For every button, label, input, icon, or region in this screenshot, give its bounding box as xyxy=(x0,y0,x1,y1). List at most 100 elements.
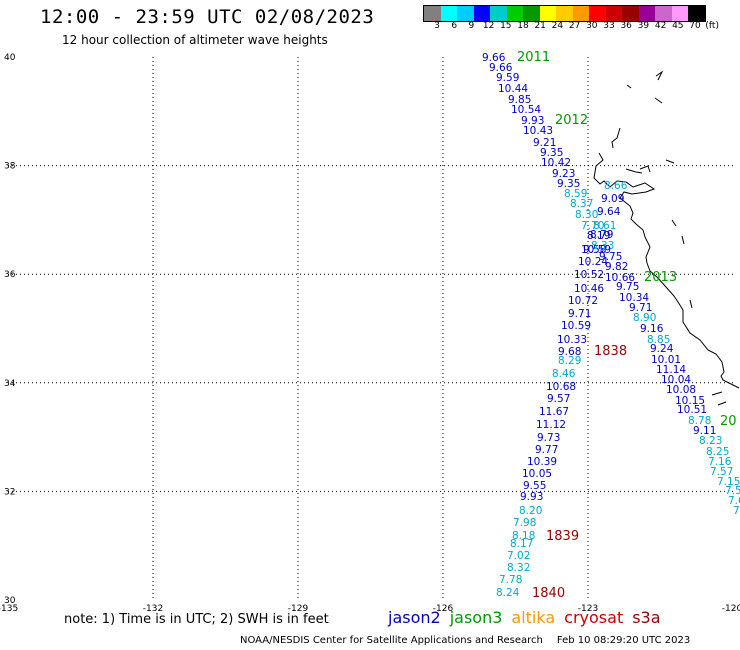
jason3-wave-value: 10.34 xyxy=(619,292,649,304)
jason3-wave-value: 7.15 xyxy=(717,476,740,488)
jason3-time-label: 2012 xyxy=(555,113,588,128)
jason3-wave-value: 11.14 xyxy=(656,364,686,376)
legend-jason3: jason3 xyxy=(449,608,503,627)
jason3-wave-value: 9.93 xyxy=(521,115,544,127)
jason3-wave-value: 10.44 xyxy=(498,83,528,95)
jason3-wave-value: 9.59 xyxy=(496,72,519,84)
cryosat-time-label: 1839 xyxy=(546,529,579,544)
cryosat-time-label: 1838 xyxy=(594,344,627,359)
colorbar-swatch xyxy=(539,6,556,21)
jason3-wave-value: 9.75 xyxy=(599,251,622,263)
colorbar-swatch xyxy=(638,6,655,21)
colorbar-swatch xyxy=(671,6,688,21)
lon-tick-label: -120 xyxy=(722,604,740,614)
cryosat-wave-value: 7.78 xyxy=(499,574,522,586)
jason3-wave-value: 8.23 xyxy=(699,435,722,447)
jason3-wave-value: 9.71 xyxy=(629,302,652,314)
jason3-time-label: 20 xyxy=(720,414,737,429)
cryosat-wave-value: 10.59 xyxy=(561,320,591,332)
lat-tick-label: 38 xyxy=(4,162,16,172)
lon-tick-label: -129 xyxy=(288,604,309,614)
map-title: 12:00 - 23:59 UTC 02/08/2023 xyxy=(40,6,375,28)
colorbar-label: (ft) xyxy=(705,21,719,31)
colorbar-swatch xyxy=(655,6,672,21)
jason3-wave-value: 9.75 xyxy=(616,281,639,293)
map-subtitle: 12 hour collection of altimeter wave hei… xyxy=(62,33,328,47)
jason3-wave-value: 9.24 xyxy=(650,343,674,355)
cryosat-wave-value: 10.46 xyxy=(574,283,604,295)
colorbar-label: 36 xyxy=(620,21,632,31)
jason3-time-label: 2011 xyxy=(517,50,550,65)
cryosat-wave-value: 8.29 xyxy=(558,355,581,367)
colorbar-label: 70 xyxy=(689,21,701,31)
jason3-wave-value: 10.42 xyxy=(541,157,571,169)
jason3-wave-value: 10.51 xyxy=(677,404,707,416)
jason3-wave-value: 9.23 xyxy=(552,168,575,180)
jason3-wave-value: 10.01 xyxy=(651,354,681,366)
cryosat-wave-value: 10.68 xyxy=(546,381,576,393)
cryosat-wave-value: 9.68 xyxy=(558,346,581,358)
jason3-wave-value: 9.82 xyxy=(605,261,628,273)
cryosat-wave-value: 7.98 xyxy=(513,517,536,529)
colorbar-swatch xyxy=(605,6,622,21)
jason3-wave-value: 8.85 xyxy=(647,334,670,346)
colorbar-swatch xyxy=(457,6,474,21)
colorbar-swatch xyxy=(490,6,507,21)
cryosat-wave-value: 8.32 xyxy=(507,562,530,574)
colorbar-label: 33 xyxy=(603,21,615,31)
jason3-wave-value: 9.21 xyxy=(533,137,556,149)
jason3-wave-value: 10.15 xyxy=(675,395,705,407)
cryosat-wave-value: 8.46 xyxy=(552,368,576,380)
cryosat-wave-value: 7.70 xyxy=(581,220,604,232)
colorbar-swatch xyxy=(622,6,639,21)
wave-height-values: 9.669.669.5910.449.8510.549.9310.439.219… xyxy=(482,50,740,601)
cryosat-wave-value: 10.24 xyxy=(578,256,608,268)
cryosat-wave-value: 9.77 xyxy=(535,444,558,456)
lat-tick-label: 36 xyxy=(4,270,16,280)
lon-tick-label: -132 xyxy=(143,604,163,614)
colorbar-label: 30 xyxy=(586,21,598,31)
jason3-wave-value: 8.66 xyxy=(604,180,628,192)
jason3-wave-value: 8.90 xyxy=(633,312,656,324)
jason3-wave-value: 10.43 xyxy=(523,125,553,137)
cryosat-wave-value: 8.24 xyxy=(496,587,520,599)
colorbar-label: 42 xyxy=(654,21,667,31)
colorbar-label: 39 xyxy=(637,21,650,31)
colorbar-swatch xyxy=(589,6,606,21)
jason3-wave-value: 8.79 xyxy=(590,229,613,241)
colorbar-label: 24 xyxy=(551,21,564,31)
jason3-wave-value: 9.16 xyxy=(640,323,664,335)
colorbar-label: 12 xyxy=(482,21,495,31)
lat-tick-label: 32 xyxy=(4,487,15,497)
legend-altika: altika xyxy=(511,608,556,627)
cryosat-wave-value: 10.72 xyxy=(568,295,598,307)
lon-tick-label: -123 xyxy=(578,604,598,614)
jason3-wave-value: 10.08 xyxy=(666,384,696,396)
colorbar-label: 15 xyxy=(500,21,512,31)
cryosat-wave-value: 10.59 xyxy=(581,244,611,256)
jason3-wave-value: 9.85 xyxy=(508,94,531,106)
cryosat-wave-value: 11.67 xyxy=(539,406,569,418)
satellite-legend: jason2 jason3 altika cryosat s3a xyxy=(388,608,670,627)
cryosat-wave-value: 9.93 xyxy=(520,491,543,503)
cryosat-wave-value: 8.20 xyxy=(519,505,542,517)
lon-tick-label: -135 xyxy=(0,604,18,614)
lon-tick-label: -126 xyxy=(433,604,454,614)
credit-text: NOAA/NESDIS Center for Satellite Applica… xyxy=(240,635,543,646)
legend-jason2: jason2 xyxy=(388,608,441,627)
cryosat-wave-value: 8.30 xyxy=(575,209,598,221)
jason3-wave-value: 9.58 xyxy=(583,244,606,256)
jason3-wave-value: 10.54 xyxy=(511,104,541,116)
colorbar-label: 27 xyxy=(568,21,581,31)
axis-tick-labels: -135 -132 -129 -126 -123 -120 40 38 36 34 32 30 xyxy=(0,53,740,614)
jason3-wave-value: 8.78 xyxy=(688,415,711,427)
cryosat-wave-value: 8.61 xyxy=(593,220,616,232)
colorbar-swatch xyxy=(440,6,457,21)
colorbar-swatch xyxy=(424,6,441,21)
jason3-wave-value: 7.6 xyxy=(728,495,740,507)
jason3-wave-value: 9.09 xyxy=(601,193,624,205)
cryosat-wave-value: 8.18 xyxy=(512,530,535,542)
jason3-wave-value: 9.64 xyxy=(597,206,621,218)
jason3-wave-value: 9.35 xyxy=(557,178,580,190)
